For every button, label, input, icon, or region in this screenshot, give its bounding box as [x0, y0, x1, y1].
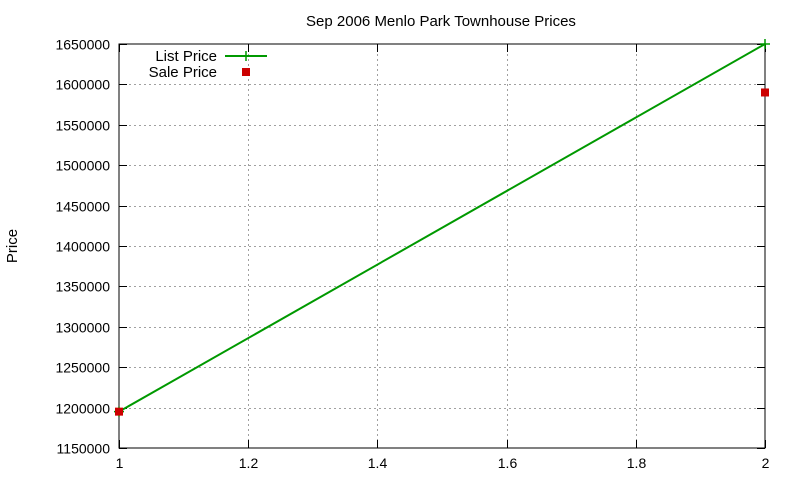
list-price-point [760, 39, 770, 49]
chart-title: Sep 2006 Menlo Park Townhouse Prices [306, 13, 576, 30]
series-sale-price [115, 88, 769, 416]
y-tick-label: 1400000 [55, 239, 110, 255]
legend-marker-sale-price [242, 68, 250, 76]
axis-ticks: 1150000 1200000 1250000 1300000 1350000 14000… [55, 37, 769, 472]
x-tick-label: 1.2 [239, 455, 259, 471]
legend-label-sale-price: Sale Price [149, 64, 217, 81]
y-tick-label: 1450000 [55, 199, 110, 215]
x-tick-label: 2 [762, 455, 770, 471]
y-tick-label: 1250000 [55, 360, 110, 376]
grid-lines [119, 44, 765, 448]
x-tick-label: 1.4 [368, 455, 388, 471]
x-tick-label: 1.8 [627, 455, 647, 471]
y-tick-label: 1650000 [55, 37, 110, 53]
y-tick-label: 1600000 [55, 77, 110, 93]
series-list-price [114, 39, 770, 417]
y-tick-label: 1150000 [57, 441, 111, 457]
x-tick-label: 1 [116, 455, 124, 471]
y-axis-label: Price [4, 229, 21, 263]
legend-marker-list-price [241, 51, 251, 61]
sale-price-point [761, 88, 769, 97]
y-tick-label: 1500000 [55, 158, 110, 174]
legend-label-list-price: List Price [155, 48, 217, 65]
y-tick-label: 1550000 [55, 118, 110, 134]
series-layer [114, 39, 770, 417]
sale-price-point [115, 407, 123, 416]
x-tick-label: 1.6 [498, 455, 518, 471]
list-price-line [118, 43, 766, 413]
y-tick-label: 1350000 [55, 279, 110, 295]
y-tick-label: 1200000 [55, 401, 110, 417]
y-tick-label: 1300000 [55, 320, 110, 336]
